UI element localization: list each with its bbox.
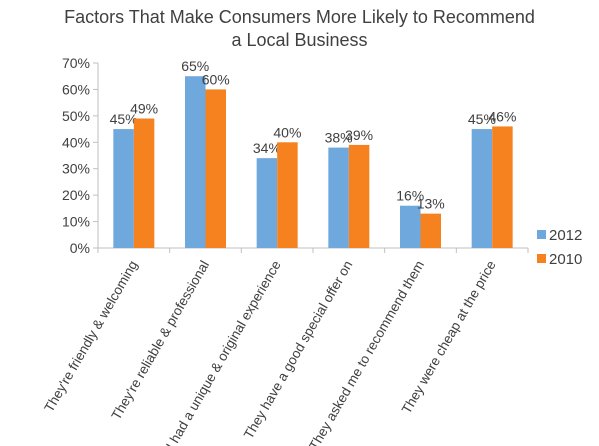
chart-title: Factors That Make Consumers More Likely …: [0, 6, 599, 52]
bar-2012: [185, 76, 206, 248]
bar-2012: [113, 129, 134, 248]
data-label-2010: 49%: [130, 101, 158, 117]
chart-title-line-2: a Local Business: [231, 30, 368, 50]
y-tick-label: 60%: [62, 81, 90, 97]
data-label-2012: 45%: [110, 111, 138, 127]
legend-swatch-2010: [537, 254, 546, 263]
bar-2010: [420, 213, 441, 248]
bar-2010: [277, 142, 298, 248]
bar-2010: [133, 118, 155, 248]
data-label-2012: 45%: [468, 111, 496, 127]
data-label-2012: 65%: [181, 58, 209, 74]
data-label-2010: 39%: [345, 127, 373, 143]
data-label-2012: 34%: [253, 140, 281, 156]
bar-2012: [256, 158, 278, 248]
data-label-2012: 16%: [396, 188, 424, 204]
y-tick-label: 20%: [62, 187, 90, 203]
bar-2012: [328, 147, 349, 248]
data-label-2010: 46%: [488, 108, 516, 124]
x-category-label: They asked me to recommend them: [306, 258, 427, 446]
bar-2010: [348, 144, 370, 248]
y-tick-label: 40%: [62, 134, 90, 150]
legend-swatch-2012: [537, 230, 546, 239]
y-tick-label: 10%: [62, 214, 90, 230]
y-tick-label: 0%: [70, 240, 90, 256]
bar-2010: [492, 126, 513, 248]
bar-2010: [205, 89, 226, 248]
y-tick-label: 50%: [62, 108, 90, 124]
y-tick-label: 30%: [62, 161, 90, 177]
data-label-2012: 38%: [325, 130, 353, 146]
legend-label-2012: 2012: [549, 227, 582, 244]
data-label-2010: 60%: [202, 71, 230, 87]
y-tick-label: 70%: [62, 55, 90, 71]
bar-2012: [400, 205, 421, 248]
data-label-2010: 13%: [417, 196, 445, 212]
bar-2012: [471, 129, 493, 248]
data-label-2010: 40%: [273, 124, 301, 140]
chart-title-line-1: Factors That Make Consumers More Likely …: [64, 7, 535, 27]
legend-label-2010: 2010: [549, 251, 582, 268]
